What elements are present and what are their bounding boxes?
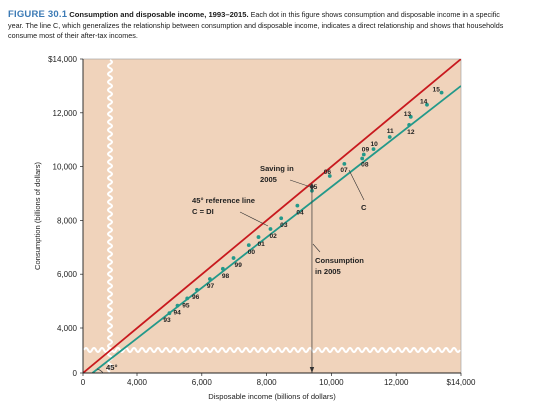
consumption-annotation: Consumption in 2005 xyxy=(315,256,364,276)
data-point-14 xyxy=(425,102,429,107)
point-label-09: 09 xyxy=(362,146,370,153)
reference-annotation: 45° reference line C = DI xyxy=(192,196,255,216)
point-label-98: 98 xyxy=(222,273,230,280)
y-tick-label: 10,000 xyxy=(53,163,78,172)
data-point-10 xyxy=(371,147,376,152)
point-label-07: 07 xyxy=(340,167,348,174)
data-point-06 xyxy=(327,174,332,178)
point-label-99: 99 xyxy=(235,262,243,269)
point-label-03: 03 xyxy=(280,222,288,229)
consumption-2005-arrowhead xyxy=(309,367,315,373)
data-point-94 xyxy=(175,303,180,308)
angle-label: 45° xyxy=(106,363,117,372)
point-label-11: 11 xyxy=(387,128,394,135)
axis-breaks xyxy=(83,59,461,373)
saving-annotation: Saving in 2005 xyxy=(260,164,294,184)
data-point-04 xyxy=(295,203,300,208)
data-point-09 xyxy=(361,152,366,157)
point-label-04: 04 xyxy=(296,210,304,217)
point-label-14: 14 xyxy=(420,99,428,106)
reference-line xyxy=(83,59,461,373)
data-point-96 xyxy=(195,287,199,292)
y-tick-label: 6,000 xyxy=(57,270,78,279)
y-tick-label: 4,000 xyxy=(57,324,78,333)
y-tick-label: 8,000 xyxy=(57,216,78,225)
data-point-98 xyxy=(220,266,225,271)
y-tick-label: 12,000 xyxy=(53,109,78,118)
data-point-03 xyxy=(279,216,284,221)
point-label-10: 10 xyxy=(371,141,379,148)
point-label-06: 06 xyxy=(324,169,332,176)
c-leader xyxy=(348,169,365,201)
data-point-15 xyxy=(439,90,444,95)
data-point-97 xyxy=(208,277,212,281)
data-point-00 xyxy=(246,243,251,248)
y-axis-label: Consumption (billions of dollars) xyxy=(33,162,42,271)
point-label-96: 96 xyxy=(192,294,200,301)
data-point-12 xyxy=(407,123,412,127)
y-tick-label: $14,000 xyxy=(48,55,77,64)
data-point-11 xyxy=(387,135,392,139)
x-tick-label: 6,000 xyxy=(192,378,213,387)
point-label-13: 13 xyxy=(404,111,412,118)
figure-caption: FIGURE 30.1 Consumption and disposable i… xyxy=(8,9,508,42)
data-point-93 xyxy=(167,311,172,316)
figure-title: Consumption and disposable income, 1993–… xyxy=(69,10,249,19)
reference-leader xyxy=(239,211,269,227)
data-point-99 xyxy=(231,256,236,260)
consumption-line xyxy=(91,85,461,373)
point-label-97: 97 xyxy=(207,283,215,290)
data-point-07 xyxy=(342,162,347,166)
y-tick-label: 0 xyxy=(73,369,78,378)
data-point-95 xyxy=(185,296,190,301)
point-label-01: 01 xyxy=(258,241,266,248)
x-axis-break xyxy=(107,59,113,373)
x-tick-label: 4,000 xyxy=(127,378,148,387)
x-tick-label: 8,000 xyxy=(257,378,278,387)
point-label-08: 08 xyxy=(361,162,369,169)
x-tick-label: 12,000 xyxy=(384,378,409,387)
point-label-93: 93 xyxy=(163,317,171,324)
point-label-94: 94 xyxy=(174,310,182,317)
figure-label: FIGURE 30.1 xyxy=(8,9,68,20)
data-point-13 xyxy=(408,114,413,119)
data-point-01 xyxy=(256,235,261,239)
angle-arc xyxy=(96,368,104,374)
figure-description: Each dot in this figure shows consumptio… xyxy=(8,10,504,40)
point-label-95: 95 xyxy=(182,302,190,309)
consumption-leader xyxy=(312,243,321,253)
y-axis-break xyxy=(83,347,461,353)
c-line-label: C xyxy=(361,203,367,212)
point-label-15: 15 xyxy=(433,87,441,94)
point-label-02: 02 xyxy=(269,233,277,240)
point-label-12: 12 xyxy=(407,129,415,136)
x-tick-label: $14,000 xyxy=(447,378,476,387)
data-point-08 xyxy=(360,156,365,161)
x-axis-label: Disposable income (billions of dollars) xyxy=(208,392,336,401)
point-label-00: 00 xyxy=(248,249,256,256)
x-tick-label: 10,000 xyxy=(319,378,344,387)
saving-leader xyxy=(289,179,311,188)
x-tick-label: 0 xyxy=(81,378,86,387)
data-point-02 xyxy=(268,227,273,231)
saving-arrow-up xyxy=(309,182,315,188)
